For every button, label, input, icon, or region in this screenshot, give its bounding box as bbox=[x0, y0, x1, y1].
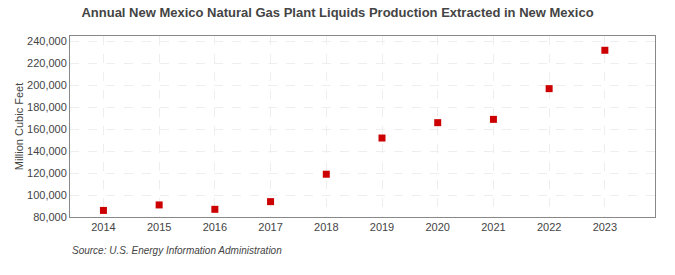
svg-text:220,000: 220,000 bbox=[27, 57, 67, 69]
svg-text:120,000: 120,000 bbox=[27, 167, 67, 179]
svg-text:100,000: 100,000 bbox=[27, 189, 67, 201]
svg-text:2017: 2017 bbox=[258, 221, 282, 233]
svg-text:2019: 2019 bbox=[370, 221, 394, 233]
svg-text:80,000: 80,000 bbox=[33, 211, 67, 223]
svg-text:Million Cubic Feet: Million Cubic Feet bbox=[13, 83, 25, 170]
svg-text:2018: 2018 bbox=[314, 221, 338, 233]
svg-text:240,000: 240,000 bbox=[27, 35, 67, 47]
svg-text:140,000: 140,000 bbox=[27, 145, 67, 157]
svg-text:2023: 2023 bbox=[593, 221, 617, 233]
svg-text:2016: 2016 bbox=[203, 221, 227, 233]
svg-text:Source: U.S. Energy Informatio: Source: U.S. Energy Information Administ… bbox=[72, 245, 282, 256]
svg-text:2020: 2020 bbox=[425, 221, 449, 233]
svg-text:180,000: 180,000 bbox=[27, 101, 67, 113]
svg-text:160,000: 160,000 bbox=[27, 123, 67, 135]
svg-text:Annual New Mexico Natural Gas: Annual New Mexico Natural Gas Plant Liqu… bbox=[81, 5, 593, 20]
svg-text:2014: 2014 bbox=[91, 221, 115, 233]
svg-text:2021: 2021 bbox=[481, 221, 505, 233]
svg-text:2022: 2022 bbox=[537, 221, 561, 233]
svg-text:200,000: 200,000 bbox=[27, 79, 67, 91]
svg-text:2015: 2015 bbox=[147, 221, 171, 233]
